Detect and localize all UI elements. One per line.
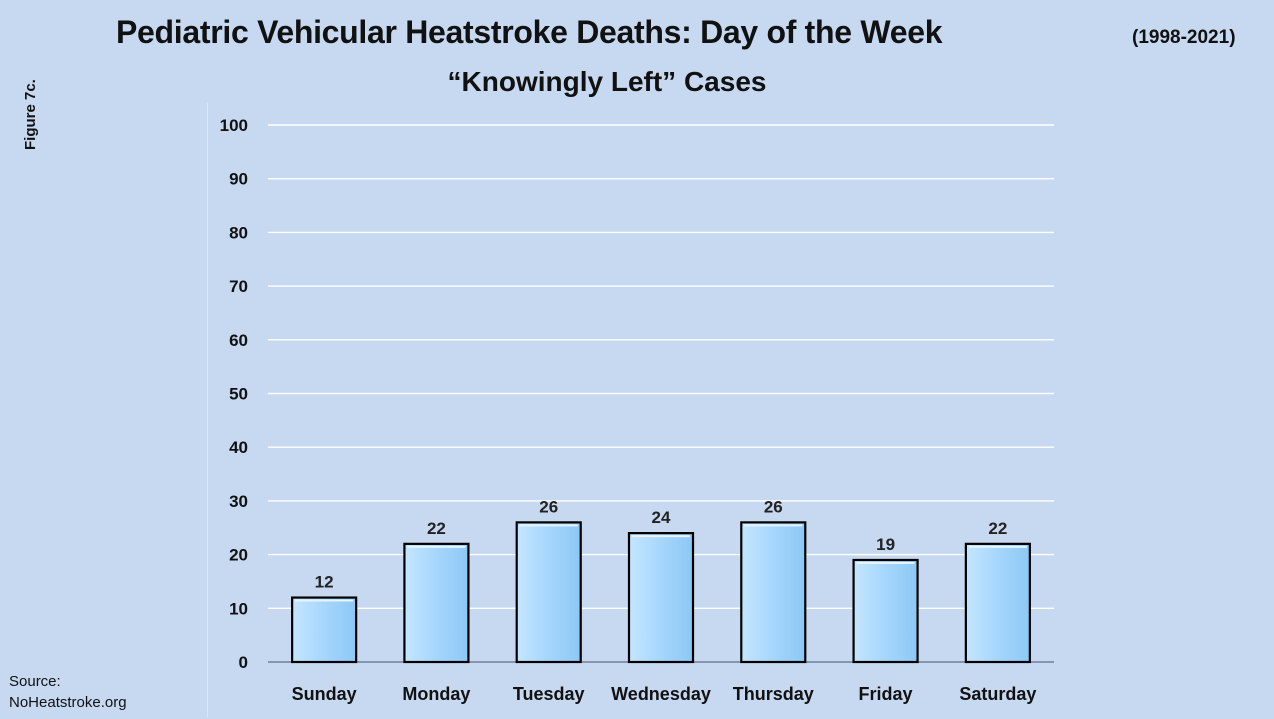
data-label: 22	[988, 519, 1007, 538]
bar	[291, 596, 358, 664]
bar-group	[964, 542, 1031, 664]
data-label: 26	[539, 497, 558, 516]
y-tick-label: 80	[229, 223, 248, 242]
bar	[515, 521, 582, 664]
y-tick-label: 20	[229, 546, 248, 565]
y-axis-ticks: 0 10 20 30 40 50 60 70 80 90 100	[220, 116, 248, 672]
x-tick-label: Wednesday	[611, 684, 711, 704]
data-label: 26	[764, 497, 783, 516]
bar	[403, 542, 470, 664]
x-tick-label: Sunday	[292, 684, 357, 704]
bar-group	[627, 532, 695, 664]
bar	[964, 542, 1031, 664]
y-tick-label: 70	[229, 277, 248, 296]
bar	[852, 558, 919, 664]
bar	[740, 521, 807, 664]
data-label: 24	[652, 508, 671, 527]
x-axis-ticks: Sunday Monday Tuesday Wednesday Thursday Frid…	[292, 684, 1037, 704]
bar-group	[403, 542, 470, 664]
source-label: Source:	[9, 673, 61, 690]
y-tick-label: 100	[220, 116, 248, 135]
bar-group	[291, 596, 358, 664]
y-tick-label: 60	[229, 331, 248, 350]
y-tick-label: 40	[229, 438, 248, 457]
chart-title: Pediatric Vehicular Heatstroke Deaths: D…	[116, 14, 943, 50]
bar-group	[740, 521, 807, 664]
x-tick-label: Saturday	[959, 684, 1036, 704]
data-label: 22	[427, 519, 446, 538]
chart-subtitle: “Knowingly Left” Cases	[447, 66, 767, 97]
y-tick-label: 90	[229, 170, 248, 189]
y-tick-label: 0	[239, 653, 248, 672]
data-label: 19	[876, 535, 895, 554]
year-range: (1998-2021)	[1132, 27, 1236, 48]
data-labels: 12 22 26 24 26 19 22	[315, 497, 1008, 591]
source-note: Source: NoHeatstroke.org	[9, 671, 127, 713]
x-tick-label: Tuesday	[513, 684, 585, 704]
x-tick-label: Monday	[402, 684, 470, 704]
y-tick-label: 30	[229, 492, 248, 511]
x-tick-label: Thursday	[733, 684, 814, 704]
bar	[627, 532, 695, 664]
y-tick-label: 50	[229, 385, 248, 404]
x-tick-label: Friday	[859, 684, 913, 704]
source-value: NoHeatstroke.org	[9, 694, 127, 711]
bar-group	[852, 558, 919, 664]
y-tick-label: 10	[229, 599, 248, 618]
bars	[291, 521, 1031, 664]
data-label: 12	[315, 573, 334, 592]
bar-group	[515, 521, 582, 664]
